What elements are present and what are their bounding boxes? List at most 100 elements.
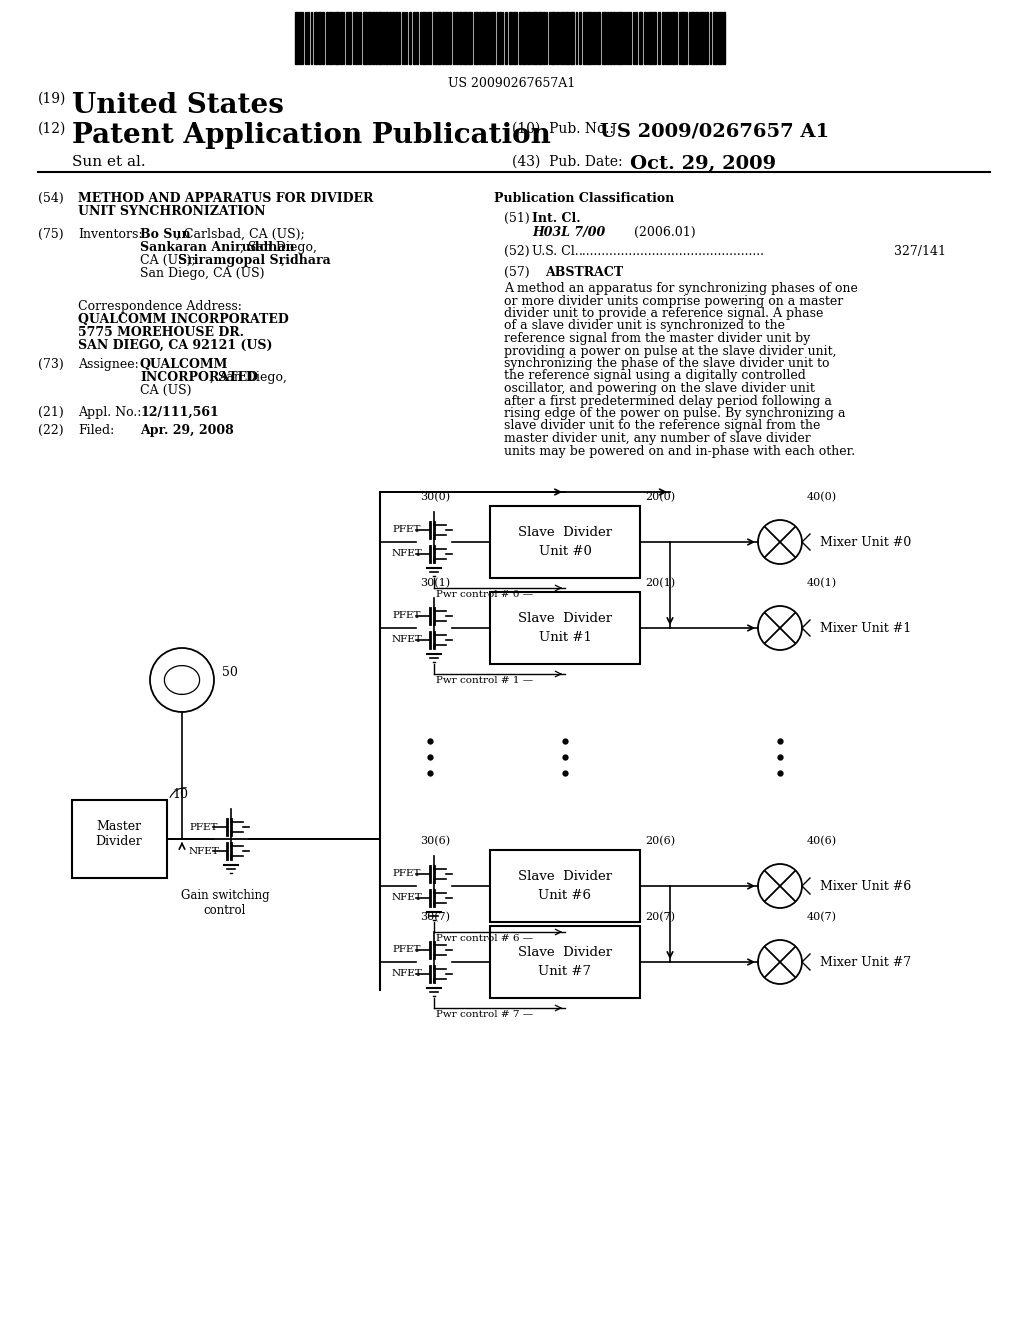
Text: Apr. 29, 2008: Apr. 29, 2008 <box>140 424 233 437</box>
Bar <box>629 12 631 63</box>
Bar <box>375 12 377 63</box>
Text: Mixer Unit #0: Mixer Unit #0 <box>820 536 911 549</box>
Bar <box>519 12 521 63</box>
Bar <box>556 12 558 63</box>
Bar <box>326 12 328 63</box>
Bar <box>490 12 495 63</box>
Text: Sriramgopal Sridhara: Sriramgopal Sridhara <box>178 253 331 267</box>
Bar <box>587 12 591 63</box>
Text: (57): (57) <box>504 267 529 279</box>
Text: NFET: NFET <box>392 635 423 644</box>
Text: Mixer Unit #7: Mixer Unit #7 <box>820 956 911 969</box>
Text: Inventors:: Inventors: <box>78 228 142 242</box>
Text: ................................................: ........................................… <box>579 246 765 257</box>
Bar <box>653 12 656 63</box>
Text: Mixer Unit #1: Mixer Unit #1 <box>820 622 911 635</box>
Text: Slave  Divider
Unit #1: Slave Divider Unit #1 <box>518 612 612 644</box>
Text: (21): (21) <box>38 407 63 418</box>
Bar <box>449 12 451 63</box>
Bar <box>509 12 512 63</box>
Bar <box>385 12 388 63</box>
Bar <box>437 12 441 63</box>
Bar <box>718 12 722 63</box>
Text: METHOD AND APPARATUS FOR DIVIDER: METHOD AND APPARATUS FOR DIVIDER <box>78 191 374 205</box>
Bar <box>579 12 581 63</box>
Bar <box>442 12 444 63</box>
Text: SAN DIEGO, CA 92121 (US): SAN DIEGO, CA 92121 (US) <box>78 339 272 352</box>
Bar <box>307 12 309 63</box>
Bar <box>607 12 609 63</box>
Text: NFET: NFET <box>392 894 423 903</box>
Bar <box>413 12 415 63</box>
Text: Publication Classification: Publication Classification <box>494 191 674 205</box>
Bar <box>416 12 418 63</box>
Text: PFET: PFET <box>392 611 421 620</box>
Bar <box>362 12 367 63</box>
Text: or more divider units comprise powering on a master: or more divider units comprise powering … <box>504 294 843 308</box>
Bar <box>505 12 507 63</box>
Bar <box>598 12 600 63</box>
Text: Mixer Unit #6: Mixer Unit #6 <box>820 879 911 892</box>
Text: NFET: NFET <box>392 549 423 558</box>
Text: reference signal from the master divider unit by: reference signal from the master divider… <box>504 333 810 345</box>
Text: Pwr control # 0 —: Pwr control # 0 — <box>436 590 534 599</box>
Bar <box>318 12 321 63</box>
Bar <box>534 12 537 63</box>
Text: 40(6): 40(6) <box>807 836 838 846</box>
Text: (52): (52) <box>504 246 529 257</box>
Bar <box>691 12 694 63</box>
Text: Bo Sun: Bo Sun <box>140 228 190 242</box>
Text: US 20090267657A1: US 20090267657A1 <box>449 77 575 90</box>
Text: , Carlsbad, CA (US);: , Carlsbad, CA (US); <box>176 228 305 242</box>
Text: UNIT SYNCHRONIZATION: UNIT SYNCHRONIZATION <box>78 205 265 218</box>
Bar <box>329 12 332 63</box>
Bar <box>299 12 301 63</box>
Text: oscillator, and powering on the slave divider unit: oscillator, and powering on the slave di… <box>504 381 815 395</box>
Bar <box>662 12 664 63</box>
Text: Pwr control # 1 —: Pwr control # 1 — <box>436 676 534 685</box>
Text: (75): (75) <box>38 228 63 242</box>
Text: Filed:: Filed: <box>78 424 115 437</box>
Text: 40(1): 40(1) <box>807 578 838 587</box>
Text: Correspondence Address:: Correspondence Address: <box>78 300 242 313</box>
Bar <box>672 12 675 63</box>
Bar <box>295 12 298 63</box>
Bar <box>543 12 545 63</box>
Bar <box>527 12 530 63</box>
Text: 30(0): 30(0) <box>420 491 451 502</box>
Text: PFET: PFET <box>392 525 421 535</box>
Text: Int. Cl.: Int. Cl. <box>532 213 581 224</box>
Bar <box>378 12 382 63</box>
Bar <box>368 12 371 63</box>
Text: synchronizing the phase of the slave divider unit to: synchronizing the phase of the slave div… <box>504 356 829 370</box>
Text: 20(6): 20(6) <box>645 836 675 846</box>
Bar <box>409 12 411 63</box>
Text: slave divider unit to the reference signal from the: slave divider unit to the reference sign… <box>504 420 820 433</box>
Text: 5775 MOREHOUSE DR.: 5775 MOREHOUSE DR. <box>78 326 244 339</box>
Text: Oct. 29, 2009: Oct. 29, 2009 <box>630 154 776 173</box>
Text: NFET: NFET <box>392 969 423 978</box>
Text: U.S. Cl.: U.S. Cl. <box>532 246 579 257</box>
Text: United States: United States <box>72 92 284 119</box>
Bar <box>635 12 637 63</box>
Text: 20(0): 20(0) <box>645 491 675 502</box>
Bar <box>723 12 725 63</box>
Text: Appl. No.:: Appl. No.: <box>78 407 141 418</box>
Text: (54): (54) <box>38 191 63 205</box>
Text: (12): (12) <box>38 121 67 136</box>
Bar <box>459 12 462 63</box>
Bar <box>479 12 481 63</box>
Bar <box>610 12 612 63</box>
Bar <box>658 12 660 63</box>
Bar <box>355 12 357 63</box>
Text: Pwr control # 7 —: Pwr control # 7 — <box>436 1010 534 1019</box>
Text: CA (US): CA (US) <box>140 384 191 397</box>
Bar <box>499 12 501 63</box>
Text: Assignee:: Assignee: <box>78 358 138 371</box>
Text: rising edge of the power on pulse. By synchronizing a: rising edge of the power on pulse. By sy… <box>504 407 846 420</box>
Text: after a first predetermined delay period following a: after a first predetermined delay period… <box>504 395 831 408</box>
Text: (51): (51) <box>504 213 529 224</box>
Bar <box>389 12 391 63</box>
Text: (73): (73) <box>38 358 63 371</box>
Text: A method an apparatus for synchronizing phases of one: A method an apparatus for synchronizing … <box>504 282 858 294</box>
